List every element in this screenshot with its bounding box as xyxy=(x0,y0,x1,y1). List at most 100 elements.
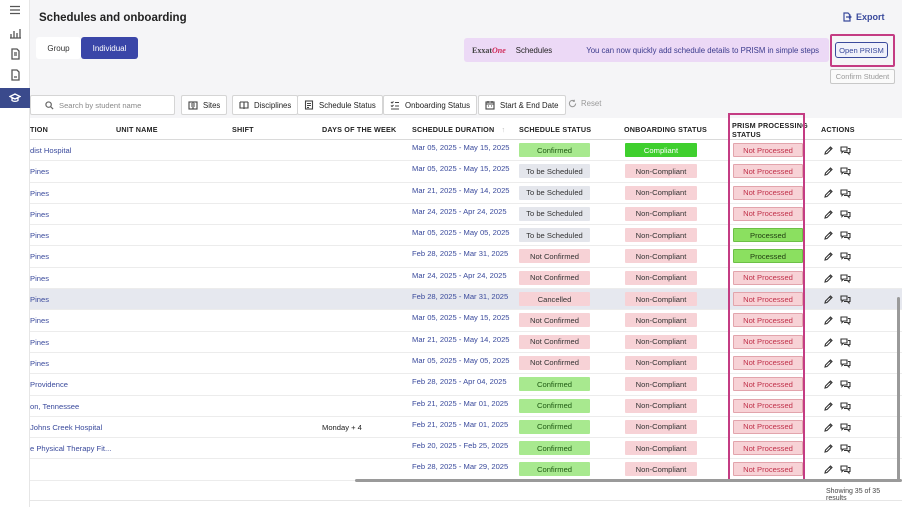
comment-icon[interactable] xyxy=(840,315,851,326)
col-duration[interactable]: SCHEDULE DURATION ↑ xyxy=(412,125,506,134)
table-row[interactable]: Pines Feb 28, 2025 - Mar 31, 2025 Cancelle… xyxy=(30,289,902,311)
vertical-scrollbar[interactable] xyxy=(897,297,900,482)
export-label: Export xyxy=(856,12,885,22)
location-link[interactable]: Pines xyxy=(30,252,49,262)
table-row[interactable]: Pines Mar 05, 2025 - May 15, 2025 Not Conf… xyxy=(30,310,902,332)
table-row[interactable]: Pines Mar 05, 2025 - May 05, 2025 To be Sc… xyxy=(30,225,902,247)
location-link[interactable]: Pines xyxy=(30,337,49,347)
onboarding-status-badge: Non-Compliant xyxy=(625,292,697,307)
table-row[interactable]: Feb 28, 2025 - Mar 29, 2025 Confirmed Non-… xyxy=(30,459,902,481)
comment-icon[interactable] xyxy=(840,145,851,156)
sites-icon xyxy=(188,101,198,110)
edit-icon[interactable] xyxy=(823,464,834,475)
document-icon[interactable] xyxy=(7,46,23,62)
comment-icon[interactable] xyxy=(840,166,851,177)
table-row[interactable]: on, Tennessee Feb 21, 2025 - Mar 01, 2025… xyxy=(30,396,902,417)
search-icon xyxy=(45,100,54,110)
comment-icon[interactable] xyxy=(840,209,851,220)
schedule-status-badge: Confirmed xyxy=(519,462,590,477)
edit-icon[interactable] xyxy=(823,379,834,390)
analytics-icon[interactable] xyxy=(7,25,23,41)
schedule-duration: Mar 21, 2025 - May 14, 2025 xyxy=(412,334,510,344)
horizontal-scrollbar[interactable] xyxy=(355,479,902,482)
file-icon[interactable] xyxy=(7,67,23,83)
table-row[interactable]: Pines Mar 21, 2025 - May 14, 2025 To be Sc… xyxy=(30,183,902,204)
edit-icon[interactable] xyxy=(823,358,834,369)
confirm-student-button[interactable]: Confirm Student xyxy=(830,69,895,84)
comment-icon[interactable] xyxy=(840,358,851,369)
comment-icon[interactable] xyxy=(840,443,851,454)
sites-label: Sites xyxy=(203,100,221,110)
toggle-group[interactable]: Group xyxy=(36,37,81,59)
location-link[interactable]: Pines xyxy=(30,188,49,198)
table-row[interactable]: e Physical Therapy Fit... Feb 20, 2025 - … xyxy=(30,438,902,460)
location-link[interactable]: on, Tennessee xyxy=(30,401,80,411)
col-shift: SHIFT xyxy=(232,125,254,134)
comment-icon[interactable] xyxy=(840,464,851,475)
edit-icon[interactable] xyxy=(823,188,834,199)
sites-filter[interactable]: Sites xyxy=(181,95,228,115)
disciplines-label: Disciplines xyxy=(254,100,292,110)
schedule-status-badge: Not Confirmed xyxy=(519,270,590,285)
export-button[interactable]: Export xyxy=(842,12,885,22)
edit-icon[interactable] xyxy=(823,315,834,326)
book-icon xyxy=(239,101,249,109)
edit-icon[interactable] xyxy=(823,294,834,305)
table-row[interactable]: Providence Feb 28, 2025 - Apr 04, 2025 Con… xyxy=(30,374,902,396)
location-link[interactable]: Pines xyxy=(30,358,49,368)
table-row[interactable]: Pines Mar 05, 2025 - May 05, 2025 Not Conf… xyxy=(30,353,902,375)
edit-icon[interactable] xyxy=(823,166,834,177)
comment-icon[interactable] xyxy=(840,273,851,284)
search-box[interactable] xyxy=(30,95,175,115)
table-row[interactable]: Pines Mar 24, 2025 - Apr 24, 2025 To be Sc… xyxy=(30,204,902,226)
menu-icon[interactable] xyxy=(7,2,23,18)
table-row[interactable]: Pines Mar 21, 2025 - May 14, 2025 Not Conf… xyxy=(30,332,902,353)
location-link[interactable]: dist Hospital xyxy=(30,146,72,155)
edit-icon[interactable] xyxy=(823,209,834,220)
table-row[interactable]: Pines Feb 28, 2025 - Mar 31, 2025 Not Conf… xyxy=(30,246,902,268)
table-row[interactable]: dist Hospital Mar 05, 2025 - May 15, 2025… xyxy=(30,140,902,162)
prism-status-badge: Not Processed xyxy=(733,398,803,413)
edit-icon[interactable] xyxy=(823,422,834,433)
comment-icon[interactable] xyxy=(840,294,851,305)
toggle-individual[interactable]: Individual xyxy=(81,37,138,59)
table-row[interactable]: Pines Mar 24, 2025 - Apr 24, 2025 Not Conf… xyxy=(30,268,902,290)
edit-icon[interactable] xyxy=(823,145,834,156)
prism-status-badge: Processed xyxy=(733,249,803,264)
edit-icon[interactable] xyxy=(823,273,834,284)
comment-icon[interactable] xyxy=(840,230,851,241)
location-link[interactable]: Pines xyxy=(30,209,49,219)
table-row[interactable]: Johns Creek Hospital Monday + 4 Feb 21, 20… xyxy=(30,417,902,439)
edit-icon[interactable] xyxy=(823,337,834,348)
edit-icon[interactable] xyxy=(823,230,834,241)
comment-icon[interactable] xyxy=(840,337,851,348)
comment-icon[interactable] xyxy=(840,251,851,262)
edit-icon[interactable] xyxy=(823,251,834,262)
edit-icon[interactable] xyxy=(823,401,834,412)
comment-icon[interactable] xyxy=(840,401,851,412)
comment-icon[interactable] xyxy=(840,422,851,433)
location-link[interactable]: Providence xyxy=(30,380,68,390)
schedule-status-filter[interactable]: Schedule Status xyxy=(297,95,383,115)
comment-icon[interactable] xyxy=(840,379,851,390)
disciplines-filter[interactable]: Disciplines xyxy=(232,95,299,115)
location-link[interactable]: Pines xyxy=(30,167,49,177)
schedule-status-icon xyxy=(304,100,314,110)
onboarding-status-filter[interactable]: Onboarding Status xyxy=(383,95,478,115)
edit-icon[interactable] xyxy=(823,443,834,454)
location-link[interactable]: Pines xyxy=(30,316,49,326)
location-link[interactable]: Pines xyxy=(30,295,49,305)
reset-button[interactable]: Reset xyxy=(568,99,601,108)
onboarding-status-badge: Non-Compliant xyxy=(625,164,697,179)
location-link[interactable]: Johns Creek Hospital xyxy=(30,422,103,432)
table-row[interactable]: Pines Mar 05, 2025 - May 15, 2025 To be Sc… xyxy=(30,161,902,183)
comment-icon[interactable] xyxy=(840,188,851,199)
search-input[interactable] xyxy=(59,100,169,110)
rail-item-schedules-active[interactable] xyxy=(0,88,30,108)
location-link[interactable]: Pines xyxy=(30,231,49,241)
location-link[interactable]: e Physical Therapy Fit... xyxy=(30,444,112,454)
schedule-duration: Feb 28, 2025 - Mar 31, 2025 xyxy=(412,292,509,302)
date-range-filter[interactable]: Start & End Date xyxy=(478,95,566,115)
location-link[interactable]: Pines xyxy=(30,273,49,283)
open-prism-button[interactable]: Open PRISM xyxy=(835,42,888,58)
